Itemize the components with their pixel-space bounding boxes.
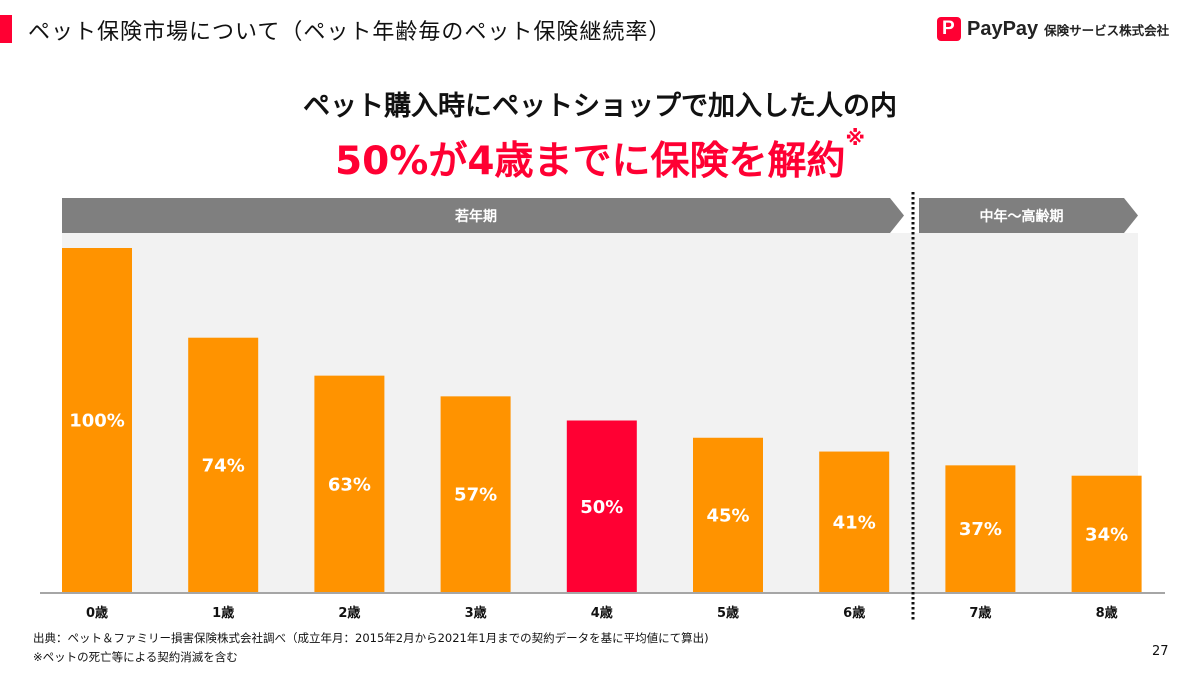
page-number: 27 [1152,644,1169,659]
x-tick-label: 2歳 [338,605,360,621]
bar-value-label: 37% [959,519,1002,540]
x-tick-label: 0歳 [86,605,108,621]
bar-value-label: 50% [580,497,623,518]
period-band-label: 中年〜高齢期 [980,208,1064,225]
bar-8歳 [1071,475,1142,593]
headline-emphasis: 50%が4歳までに保険を解約 [335,139,846,184]
company-logo: P PayPay 保険サービス株式会社 [937,17,1169,41]
slide-title: ペット保険市場について（ペット年齢毎のペット保険継続率） [28,20,672,45]
bar-value-label: 41% [833,512,876,533]
bar-1歳 [188,337,259,593]
x-tick-label: 3歳 [465,605,487,621]
x-tick-label: 4歳 [591,605,613,621]
paypay-logo-icon: P [937,17,961,41]
bar-4歳 [566,420,637,593]
x-tick-label: 6歳 [843,605,865,621]
period-band-1 [919,198,1138,233]
bar-5歳 [693,437,763,593]
headline-line2: 50%が4歳までに保険を解約※ [0,126,1200,186]
bar-value-label: 34% [1085,524,1128,545]
footnote-mark: ※ [845,126,865,150]
bar-0歳 [62,248,132,593]
x-tick-label: 7歳 [969,605,991,621]
headline-line1: ペット購入時にペットショップで加入した人の内 [303,91,897,122]
bar-2歳 [314,375,385,593]
x-tick-label: 1歳 [212,605,234,621]
logo-brand: PayPay [967,17,1039,40]
logo-company: 保険サービス株式会社 [1044,22,1170,38]
period-band-0 [62,198,904,233]
period-band-label: 若年期 [454,208,497,225]
x-tick-label: 5歳 [717,605,739,621]
bar-value-label: 74% [202,455,245,476]
x-tick-label: 8歳 [1096,605,1118,621]
bar-value-label: 100% [69,411,125,432]
bar-7歳 [945,465,1016,593]
bar-value-label: 63% [328,474,371,495]
bar-value-label: 45% [706,505,749,526]
bar-6歳 [819,451,890,593]
bar-value-label: 57% [454,485,497,506]
footnote: ※ペットの死亡等による契約消滅を含む [33,650,238,664]
title-accent-bar [0,15,12,43]
bar-3歳 [440,396,511,593]
source-note: 出典：ペット＆ファミリー損害保険株式会社調べ（成立年月：2015年2月から202… [33,631,709,645]
